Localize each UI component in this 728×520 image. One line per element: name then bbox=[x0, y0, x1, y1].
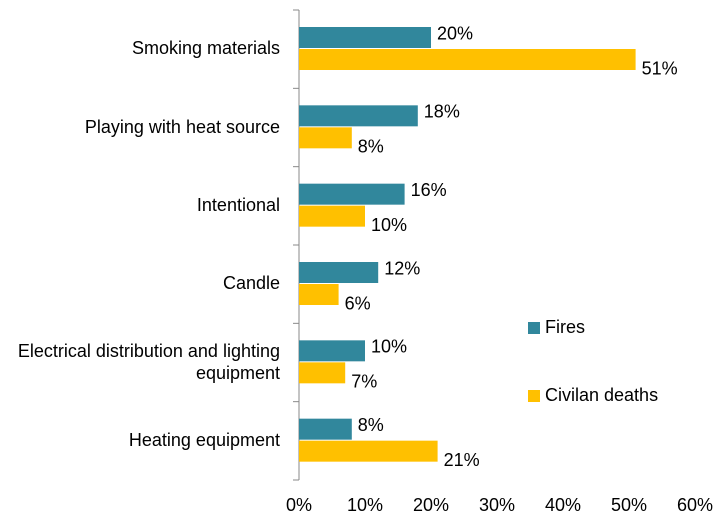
value-label: 51% bbox=[642, 58, 678, 78]
value-label: 8% bbox=[358, 415, 384, 435]
bar bbox=[299, 105, 418, 127]
bar bbox=[299, 340, 365, 362]
x-tick-label: 40% bbox=[545, 495, 581, 515]
bar bbox=[299, 418, 352, 440]
legend-swatch bbox=[528, 390, 540, 402]
bar bbox=[299, 284, 339, 305]
y-tick-label: Playing with heat source bbox=[84, 116, 280, 137]
bar bbox=[299, 205, 365, 227]
bar bbox=[299, 183, 405, 205]
y-tick-label: Candle bbox=[222, 273, 280, 294]
y-tick-label: Heating equipment bbox=[128, 429, 280, 450]
bar bbox=[299, 262, 379, 283]
bar bbox=[299, 127, 352, 149]
value-label: 21% bbox=[444, 450, 480, 470]
x-tick-label: 20% bbox=[413, 495, 449, 515]
x-tick-label: 10% bbox=[347, 495, 383, 515]
value-label: 10% bbox=[371, 337, 407, 357]
value-label: 8% bbox=[358, 137, 384, 157]
value-label: 20% bbox=[437, 23, 473, 43]
x-tick-label: 30% bbox=[479, 495, 515, 515]
bar bbox=[299, 49, 636, 70]
value-label: 18% bbox=[424, 102, 460, 122]
x-tick-label: 0% bbox=[286, 495, 312, 515]
y-tick-label: Electrical distribution and lighting equ… bbox=[17, 340, 280, 383]
legend-label: Fires bbox=[545, 317, 585, 337]
legend-label: Civilan deaths bbox=[545, 385, 658, 405]
bar bbox=[299, 27, 431, 48]
value-label: 6% bbox=[345, 293, 371, 313]
value-label: 10% bbox=[371, 215, 407, 235]
value-label: 7% bbox=[351, 372, 377, 392]
bar bbox=[299, 362, 346, 384]
x-tick-label: 50% bbox=[611, 495, 647, 515]
y-tick-label: Smoking materials bbox=[131, 38, 280, 59]
legend-swatch bbox=[528, 322, 540, 334]
x-tick-label: 60% bbox=[677, 495, 713, 515]
value-label: 12% bbox=[384, 258, 420, 278]
value-label: 16% bbox=[411, 180, 447, 200]
y-tick-label: Intentional bbox=[196, 194, 280, 215]
bar bbox=[299, 440, 438, 462]
